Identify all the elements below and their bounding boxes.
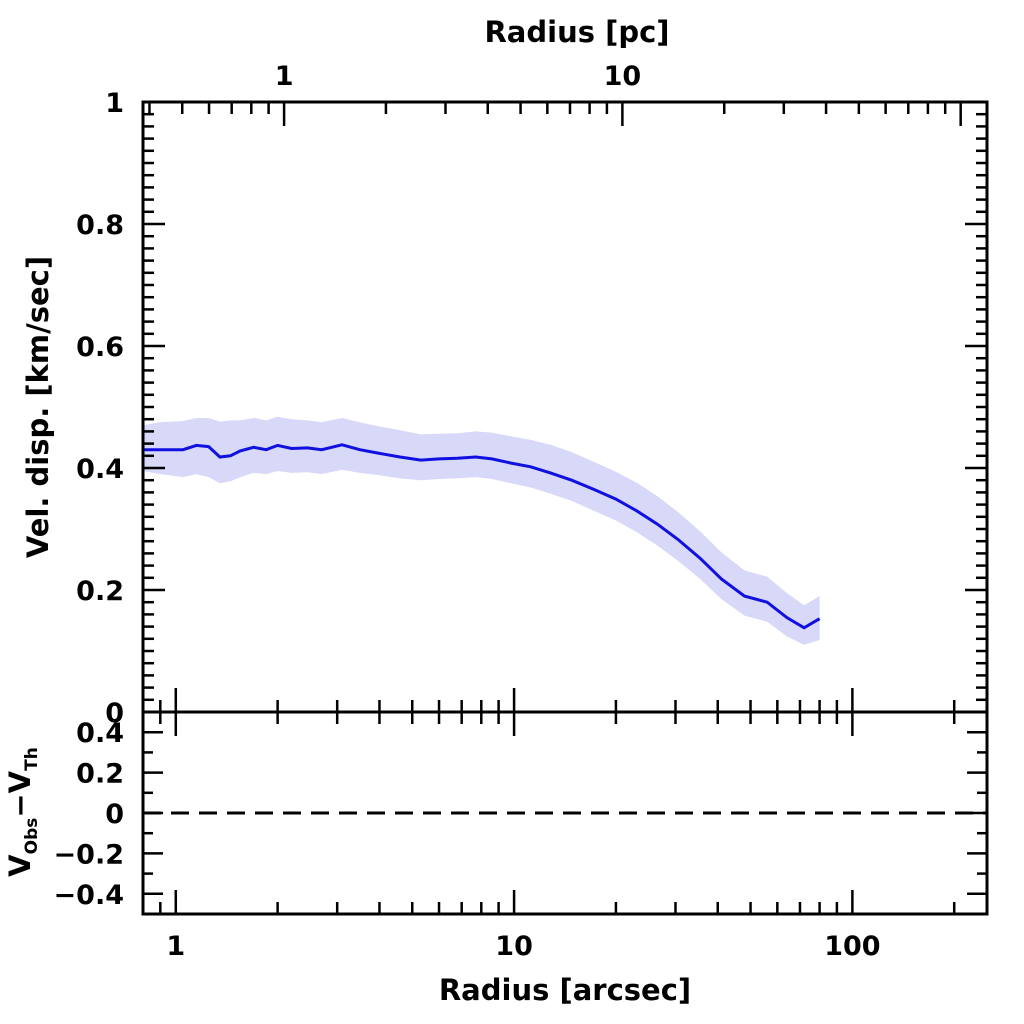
y-tick-label: 0.4 — [76, 454, 124, 485]
x-tick-label: 100 — [824, 931, 880, 962]
y-tick-label: 0.2 — [76, 576, 124, 607]
axis-labels: 0 0.2 0.4 0.6 0.8 1 1 10 100 1 10 0.4 0.2 0 −0.2 −0.4 — [54, 61, 881, 962]
x-tick-label: 1 — [166, 931, 185, 962]
residual-y-tick-label: 0.2 — [76, 759, 124, 790]
x-axis-title: Radius [arcsec] — [439, 973, 691, 1007]
top-x-tick-label: 10 — [604, 61, 642, 92]
y-tick-label: 0.6 — [76, 332, 124, 363]
residual-y-tick-label: 0.4 — [76, 718, 124, 749]
bottom-panel-frame — [141, 710, 989, 916]
y-tick-label: 1 — [105, 88, 124, 119]
residual-y-axis-title: VObs−VTh — [3, 747, 42, 877]
residual-panel — [141, 710, 989, 916]
top-panel-frame — [141, 100, 989, 714]
top-panel-ticks — [141, 100, 987, 714]
velocity-dispersion-panel — [141, 100, 989, 714]
residual-y-tick-label: −0.2 — [54, 839, 124, 870]
y-tick-label: 0.8 — [76, 210, 124, 241]
top-x-axis-title: Radius [pc] — [484, 15, 669, 49]
residual-y-tick-label: 0 — [105, 799, 124, 830]
y-tick-label: 0 — [105, 698, 124, 729]
y-axis-title: Vel. disp. [km/sec] — [21, 256, 55, 558]
x-tick-label: 10 — [495, 931, 533, 962]
velocity-dispersion-error-band — [143, 416, 820, 645]
residual-y-tick-label: −0.4 — [54, 880, 124, 911]
top-x-tick-label: 1 — [275, 61, 294, 92]
velocity-dispersion-line — [143, 443, 821, 630]
